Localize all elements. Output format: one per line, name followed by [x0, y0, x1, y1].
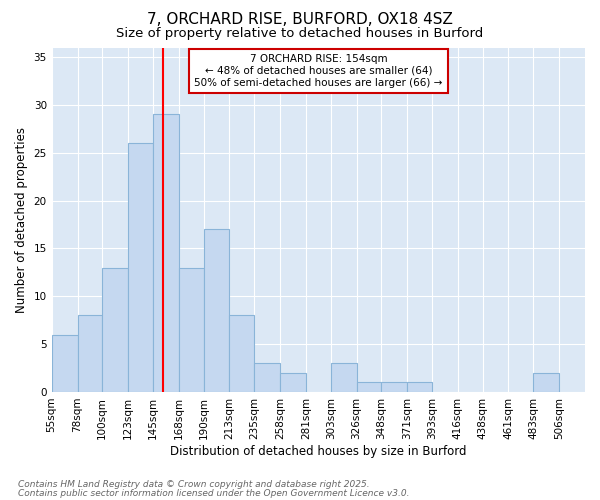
Bar [179, 268, 203, 392]
Bar [77, 316, 102, 392]
Bar [254, 364, 280, 392]
Text: Contains HM Land Registry data © Crown copyright and database right 2025.: Contains HM Land Registry data © Crown c… [18, 480, 370, 489]
Bar [52, 334, 77, 392]
Text: Contains public sector information licensed under the Open Government Licence v3: Contains public sector information licen… [18, 490, 409, 498]
Bar [203, 230, 229, 392]
Bar [331, 364, 356, 392]
Text: 7, ORCHARD RISE, BURFORD, OX18 4SZ: 7, ORCHARD RISE, BURFORD, OX18 4SZ [147, 12, 453, 28]
Text: Size of property relative to detached houses in Burford: Size of property relative to detached ho… [116, 28, 484, 40]
Bar [153, 114, 179, 392]
Bar [280, 373, 306, 392]
X-axis label: Distribution of detached houses by size in Burford: Distribution of detached houses by size … [170, 444, 467, 458]
Bar [128, 143, 153, 392]
Text: 7 ORCHARD RISE: 154sqm
← 48% of detached houses are smaller (64)
50% of semi-det: 7 ORCHARD RISE: 154sqm ← 48% of detached… [194, 54, 443, 88]
Bar [356, 382, 382, 392]
Bar [407, 382, 432, 392]
Bar [102, 268, 128, 392]
Bar [533, 373, 559, 392]
Y-axis label: Number of detached properties: Number of detached properties [15, 126, 28, 312]
Bar [382, 382, 407, 392]
Bar [229, 316, 254, 392]
